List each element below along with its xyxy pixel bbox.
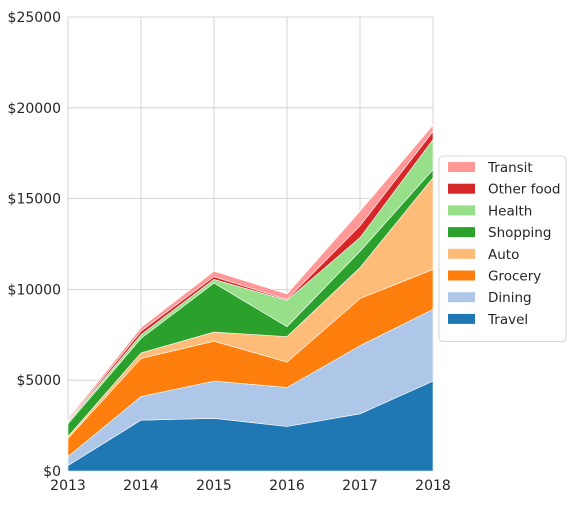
area-transit xyxy=(67,124,434,422)
y-tick-label: $0 xyxy=(43,464,61,480)
x-tick-label: 2017 xyxy=(342,478,378,494)
x-tick-label: 2015 xyxy=(196,478,232,494)
legend-label: Transit xyxy=(487,160,533,176)
y-tick-label: $10000 xyxy=(8,282,61,298)
legend-swatch xyxy=(448,162,475,172)
x-tick-label: 2016 xyxy=(269,478,305,494)
legend-swatch xyxy=(448,292,475,303)
y-tick-label: $15000 xyxy=(8,192,61,208)
legend-label: Auto xyxy=(488,247,519,263)
legend-swatch xyxy=(448,248,475,259)
legend-label: Grocery xyxy=(488,269,541,285)
x-tick-label: 2018 xyxy=(415,478,451,494)
y-tick-label: $5000 xyxy=(16,373,61,389)
legend-label: Travel xyxy=(487,312,528,328)
legend-swatch xyxy=(448,205,475,216)
legend-label: Health xyxy=(488,203,532,219)
legend-swatch xyxy=(448,313,475,324)
y-tick-label: $25000 xyxy=(8,10,61,26)
legend-label: Dining xyxy=(488,290,532,306)
areas xyxy=(67,124,434,472)
legend-label: Other food xyxy=(488,182,560,198)
axes: $0 $5000 $10000 $15000 $20000 $25000 2013 2014 2… xyxy=(8,10,451,494)
x-tick-label: 2014 xyxy=(123,478,159,494)
legend: Transit Other food Health Shopping Auto Groce… xyxy=(438,155,567,343)
legend-swatch xyxy=(448,227,475,238)
legend-label: Shopping xyxy=(488,225,551,241)
y-tick-label: $20000 xyxy=(8,101,61,117)
legend-swatch xyxy=(448,270,475,281)
x-tick-label: 2013 xyxy=(50,478,86,494)
legend-swatch xyxy=(448,183,475,194)
